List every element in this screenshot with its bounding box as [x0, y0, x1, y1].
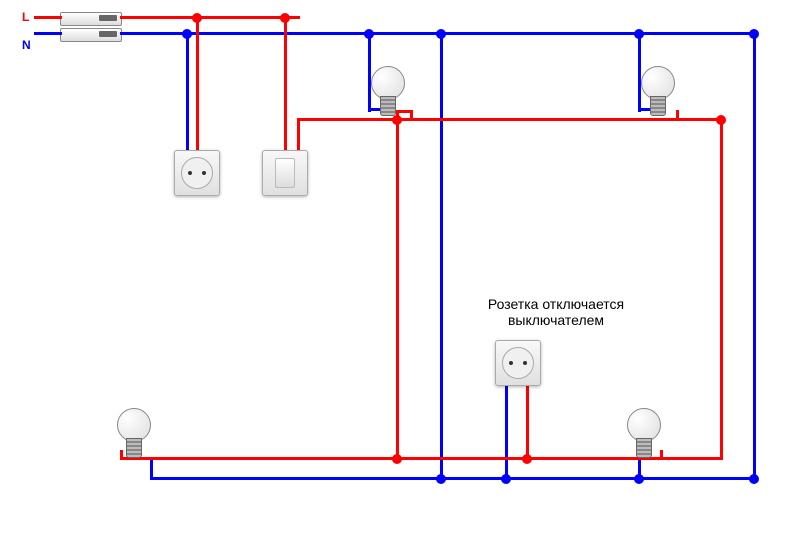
wire-neutral — [186, 32, 189, 150]
junction-neutral — [436, 29, 446, 39]
diagram-caption: Розетка отключается выключателем — [456, 296, 656, 328]
junction-neutral — [501, 474, 511, 484]
breaker-live — [60, 12, 122, 26]
junction-neutral — [364, 29, 374, 39]
label-L: L — [22, 10, 29, 24]
junction-neutral — [634, 29, 644, 39]
wire-live — [396, 110, 399, 460]
junction-live — [716, 115, 726, 125]
light-bulb-icon — [640, 66, 676, 116]
wire-neutral — [150, 477, 756, 480]
power-socket-switched — [495, 340, 541, 386]
breaker-neutral — [60, 28, 122, 42]
wire-neutral — [34, 32, 62, 35]
wire-live — [196, 16, 199, 150]
wire-neutral — [505, 380, 508, 480]
wire-live — [720, 118, 723, 460]
junction-neutral — [436, 474, 446, 484]
wire-neutral — [150, 460, 153, 480]
junction-live — [522, 454, 532, 464]
power-socket — [174, 150, 220, 196]
junction-neutral — [182, 29, 192, 39]
light-bulb-icon — [116, 408, 152, 458]
light-bulb-icon — [626, 408, 662, 458]
light-bulb-icon — [370, 66, 406, 116]
junction-neutral — [749, 29, 759, 39]
wiring-diagram-canvas: L N — [0, 0, 800, 541]
junction-live — [192, 13, 202, 23]
wire-live — [526, 380, 529, 460]
wire-neutral — [440, 32, 443, 480]
junction-neutral — [634, 474, 644, 484]
junction-live — [392, 454, 402, 464]
label-N: N — [22, 38, 31, 52]
caption-line2: выключателем — [508, 312, 604, 328]
junction-live — [280, 13, 290, 23]
wire-live — [297, 118, 300, 150]
wire-live — [410, 110, 413, 120]
wire-live — [120, 16, 300, 19]
wire-neutral — [753, 32, 756, 480]
junction-neutral — [749, 474, 759, 484]
junction-live — [392, 115, 402, 125]
light-switch — [262, 150, 308, 196]
wire-live — [297, 118, 723, 121]
caption-line1: Розетка отключается — [488, 296, 624, 312]
wire-live — [676, 110, 679, 120]
wire-live — [284, 16, 287, 150]
wire-live — [34, 16, 62, 19]
